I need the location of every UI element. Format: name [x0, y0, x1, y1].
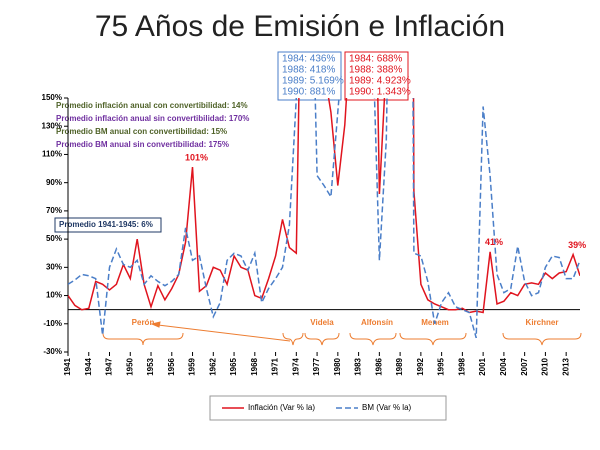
x-tick-label: 1989: [395, 357, 404, 375]
annotation: Promedio BM anual sin convertibilidad: 1…: [56, 140, 229, 149]
box-line: 1984: 436%: [282, 54, 335, 65]
box-line: 1984: 688%: [349, 54, 402, 65]
x-tick-label: 1941: [63, 357, 72, 375]
period-brace: [102, 332, 184, 346]
x-tick-label: 1959: [188, 357, 197, 375]
annotation: Promedio inflación anual con convertibil…: [56, 101, 248, 110]
box-line: 1988: 388%: [349, 65, 402, 76]
period-brace: [399, 332, 467, 346]
x-tick-label: 1950: [125, 357, 134, 375]
box-line: 1990: 881%: [282, 87, 335, 98]
x-tick-label: 2001: [478, 357, 487, 375]
period-label: Alfonsín: [361, 318, 393, 327]
annotation: Promedio inflación anual sin convertibil…: [56, 114, 249, 123]
note-frame: [54, 217, 162, 233]
legend-label: BM (Var % la): [362, 403, 412, 412]
x-tick-label: 1953: [146, 357, 155, 375]
x-tick-label: 2004: [499, 357, 508, 375]
y-tick-label: 30%: [46, 262, 62, 271]
y-tick-label: 70%: [46, 206, 62, 215]
arrow-head: [150, 321, 161, 328]
x-tick-label: 1992: [416, 357, 425, 375]
x-tick-label: 1947: [105, 357, 114, 375]
chart-title: 75 Años de Emisión e Inflación: [95, 10, 505, 43]
period-brace: [502, 332, 582, 346]
x-tick-label: 1956: [167, 357, 176, 375]
x-tick-label: 1965: [229, 357, 238, 375]
y-tick-label: -30%: [43, 347, 62, 356]
data-label: 39%: [568, 240, 586, 250]
box-line: 1989: 4.923%: [349, 76, 411, 87]
x-tick-label: 1986: [374, 357, 383, 375]
bm-box: 1984: 436% 1988: 418% 1989: 5.169% 1990:…: [277, 51, 344, 101]
y-tick-label: 150%: [42, 93, 62, 102]
y-tick-label: 50%: [46, 234, 62, 243]
period-label: Perón: [132, 318, 155, 327]
x-tick-label: 1971: [271, 357, 280, 375]
x-tick-label: 1974: [291, 357, 300, 375]
x-tick-label: 1983: [354, 357, 363, 375]
y-tick-label: -10%: [43, 319, 62, 328]
x-tick-label: 1962: [208, 357, 217, 375]
period-label: Videla: [310, 318, 334, 327]
x-tick-label: 1977: [312, 357, 321, 375]
box-line: 1990: 1.343%: [349, 87, 411, 98]
box-line: 1989: 5.169%: [282, 76, 344, 87]
legend-label: Inflación (Var % la): [248, 403, 315, 412]
x-tick-label: 1944: [84, 357, 93, 375]
note: Promedio 1941-1945: 6%: [59, 220, 153, 229]
data-label: 41%: [485, 237, 503, 247]
x-tick-label: 1995: [437, 357, 446, 375]
y-tick-label: 130%: [42, 121, 62, 130]
plot-lines: [68, 98, 580, 339]
box-frame: [344, 51, 409, 101]
x-tick-label: 1998: [457, 357, 466, 375]
annotation: Promedio BM anual con convertibilidad: 1…: [56, 127, 227, 136]
period-label: Kirchner: [526, 318, 559, 327]
y-tick-label: 110%: [42, 150, 62, 159]
legend-frame: [209, 395, 447, 421]
x-tick-label: 1968: [250, 357, 259, 375]
period-brace: [349, 332, 397, 346]
periods: [102, 321, 582, 346]
arrow-line: [157, 324, 291, 342]
series-line: [68, 98, 580, 314]
period-brace: [304, 332, 340, 346]
inflation-box: 1984: 688% 1988: 388% 1989: 4.923% 1990:…: [344, 51, 411, 101]
x-tick-label: 1980: [333, 357, 342, 375]
period-brace: [282, 332, 304, 346]
x-tick-label: 2007: [520, 357, 529, 375]
y-tick-label: 90%: [46, 178, 62, 187]
y-tick-label: 10%: [46, 291, 62, 300]
x-tick-label: 2010: [541, 357, 550, 375]
x-tick-label: 2013: [561, 357, 570, 375]
series-line: [68, 98, 580, 339]
box-line: 1988: 418%: [282, 65, 335, 76]
data-label: 101%: [185, 153, 208, 163]
box-frame: [277, 51, 342, 101]
